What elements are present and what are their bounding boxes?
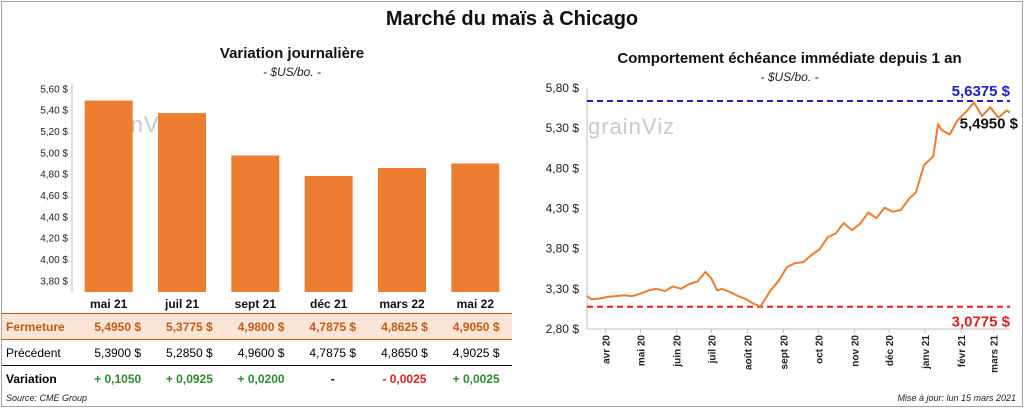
row-label-var: Variation (2, 365, 82, 391)
x-tick-label: oct 20 (814, 335, 825, 364)
x-category-label: juil 21 (164, 297, 199, 311)
var-cell: + 0,0925 (153, 365, 226, 391)
x-tick-label: janv 21 (921, 335, 932, 370)
prev-cell: 4,9600 $ (237, 345, 285, 360)
price-table: Fermeture 5,4950 $ 5,3775 $ 4,9800 $ 4,7… (2, 313, 512, 391)
prev-cell: 4,9025 $ (452, 345, 500, 360)
var-cell: - 0,0025 (368, 365, 441, 391)
var-cell: + 0,0025 (440, 365, 512, 391)
close-cell: 5,4950 $ (81, 313, 154, 340)
x-tick-label: déc 20 (885, 335, 896, 367)
bar (451, 163, 500, 292)
y-tick-label: 5,30 $ (546, 121, 580, 135)
var-cell: + 0,1050 (81, 365, 154, 391)
y-tick-label: 5,40 $ (40, 106, 68, 117)
left-subtitle: Variation journalière (219, 45, 365, 62)
x-tick-label: avr 20 (602, 335, 613, 364)
y-tick-label: 5,20 $ (40, 127, 68, 138)
var-cell: - (296, 365, 369, 391)
y-tick-label: 5,80 $ (546, 81, 580, 95)
y-tick-label: 5,00 $ (40, 148, 68, 159)
y-tick-label: 3,30 $ (546, 282, 580, 296)
last-price-label: 5,4950 $ (960, 116, 1019, 133)
right-subtitle: Comportement échéance immédiate depuis 1… (617, 50, 962, 67)
close-cell: 4,9800 $ (225, 313, 297, 340)
main-title: Marché du maïs à Chicago (385, 8, 639, 30)
x-tick-label: juin 20 (672, 335, 683, 368)
bar (158, 113, 206, 292)
y-tick-label: 4,20 $ (40, 234, 68, 245)
x-tick-label: sept 20 (779, 335, 790, 370)
x-tick-label: mai 20 (636, 335, 647, 367)
x-tick-label: mars 21 (990, 335, 1001, 373)
x-category-label: déc 21 (310, 297, 348, 311)
x-category-label: sept 21 (235, 297, 277, 311)
y-tick-label: 3,80 $ (40, 276, 68, 287)
x-tick-label: févr 21 (957, 335, 968, 368)
close-cell: 5,3775 $ (153, 313, 226, 340)
table-row-close: Fermeture 5,4950 $ 5,3775 $ 4,9800 $ 4,7… (2, 313, 512, 340)
x-category-label: mai 22 (457, 297, 495, 311)
y-tick-label: 5,60 $ (40, 84, 68, 95)
prev-cell: 5,3900 $ (94, 345, 142, 360)
x-tick-label: nov 20 (850, 335, 861, 367)
bar (304, 176, 353, 292)
bar (84, 100, 133, 293)
price-line (586, 101, 1011, 308)
y-tick-label: 4,00 $ (40, 255, 68, 266)
prev-cell: 4,8650 $ (381, 345, 428, 360)
prev-cell: 4,7875 $ (309, 345, 357, 360)
x-tick-label: juil 20 (707, 335, 718, 365)
y-tick-label: 4,80 $ (546, 161, 580, 175)
prev-cell: 5,2850 $ (166, 345, 213, 360)
table-row-prev: Précédent 5,3900 $ 5,2850 $ 4,9600 $ 4,7… (2, 340, 512, 366)
close-cell: 4,8625 $ (368, 313, 441, 340)
high-label: 5,6375 $ (952, 83, 1011, 100)
left-unit: - $US/bo. - (262, 65, 322, 79)
source-note: Source: CME Group (6, 393, 88, 403)
x-category-label: mai 21 (90, 297, 128, 311)
watermark-right: grainViz (588, 114, 676, 139)
close-cell: 4,7875 $ (296, 313, 369, 340)
low-label: 3,0775 $ (952, 314, 1011, 331)
y-tick-label: 4,80 $ (40, 170, 68, 181)
y-tick-label: 4,60 $ (40, 191, 68, 202)
y-tick-label: 3,80 $ (546, 242, 580, 256)
y-tick-label: 2,80 $ (546, 322, 580, 336)
left-bar-chart: 3,80 $ 4,00 $ 4,20 $ 4,40 $ 4,60 $ 4,80 $ 5,00… (40, 84, 500, 311)
y-tick-label: 4,30 $ (546, 202, 580, 216)
close-cell: 4,9050 $ (440, 313, 512, 340)
update-note: Mise à jour: lun 15 mars 2021 (897, 393, 1016, 403)
row-label-prev: Précédent (6, 345, 61, 360)
x-tick-label: août 20 (743, 335, 754, 370)
table-row-var: Variation + 0,1050 + 0,0925 + 0,0200 - -… (2, 365, 512, 391)
bar (231, 155, 280, 292)
var-cell: + 0,0200 (225, 365, 297, 391)
bar (378, 168, 426, 292)
right-unit: - $US/bo. - (760, 70, 819, 84)
x-category-label: mars 22 (379, 297, 425, 311)
row-label-close: Fermeture (2, 313, 82, 340)
y-tick-label: 4,40 $ (40, 212, 68, 223)
